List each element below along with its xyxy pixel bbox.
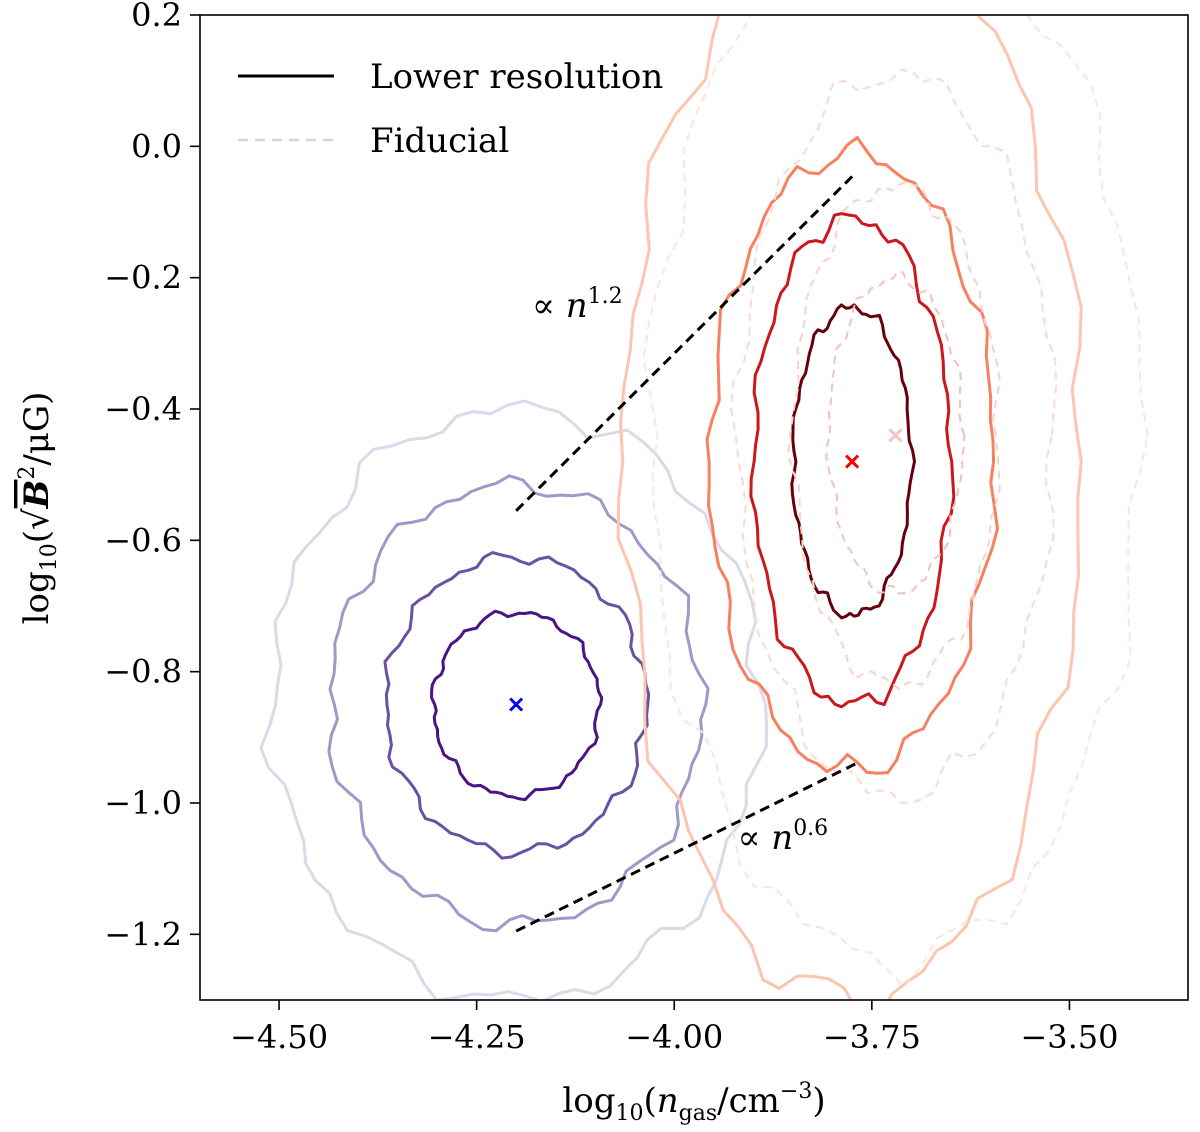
annotations: ∝ n1.2∝ n0.6 (532, 284, 828, 858)
center-marker-red-fiducial (888, 428, 903, 443)
contour-red-fiducial-level-1 (825, 270, 966, 595)
y-tick-label: −0.6 (104, 521, 182, 559)
contour-red-lower-resolution-level-4 (616, 15, 1083, 1000)
x-tick-label: −3.50 (1020, 1018, 1118, 1056)
y-tick-label: −0.2 (104, 259, 182, 297)
y-tick-label: −1.2 (104, 915, 182, 953)
y-tick-label: −0.8 (104, 653, 182, 691)
x-tick-label: −3.75 (823, 1018, 921, 1056)
contour-red-fiducial-level-4 (642, 15, 1149, 988)
legend: Lower resolution Fiducial (238, 57, 663, 161)
x-tick-label: −4.25 (428, 1018, 526, 1056)
contour-blue-level-3 (327, 474, 710, 933)
contour-red-lower-resolution-level-2 (749, 212, 956, 709)
contour-red-lower-resolution-level-1 (790, 303, 916, 620)
contour-red-fiducial-level-2 (787, 180, 1001, 691)
contour-layer (259, 15, 1149, 1000)
legend-label-lower-resolution: Lower resolution (370, 57, 663, 97)
center-marker-red-lower-resolution (845, 454, 860, 469)
x-axis-ticks: −4.50 −4.25 −4.00 −3.75 −3.50 (230, 1000, 1118, 1056)
contour-red-lower-resolution-level-3 (705, 136, 999, 775)
center-markers (509, 428, 903, 712)
y-tick-label: 0.0 (131, 127, 182, 165)
contour-blue-level-1 (430, 609, 604, 802)
y-tick-label: 0.2 (131, 0, 182, 34)
contour-blue-level-2 (383, 551, 651, 860)
y-axis-label: log10(√B2/μG) (15, 392, 62, 625)
contour-red-fiducial-level-3 (730, 68, 1058, 804)
x-tick-label: −4.50 (230, 1018, 328, 1056)
plot-frame (199, 14, 1189, 1001)
y-axis-ticks: −1.2 −1.0 −0.8 −0.6 −0.4 −0.2 0.0 0.2 (104, 0, 200, 953)
legend-label-fiducial: Fiducial (370, 121, 509, 161)
contour-blue-level-4 (259, 399, 768, 1000)
center-marker-blue (509, 697, 524, 712)
x-tick-label: −4.00 (625, 1018, 723, 1056)
y-tick-label: −0.4 (104, 390, 182, 428)
y-tick-label: −1.0 (104, 784, 182, 822)
